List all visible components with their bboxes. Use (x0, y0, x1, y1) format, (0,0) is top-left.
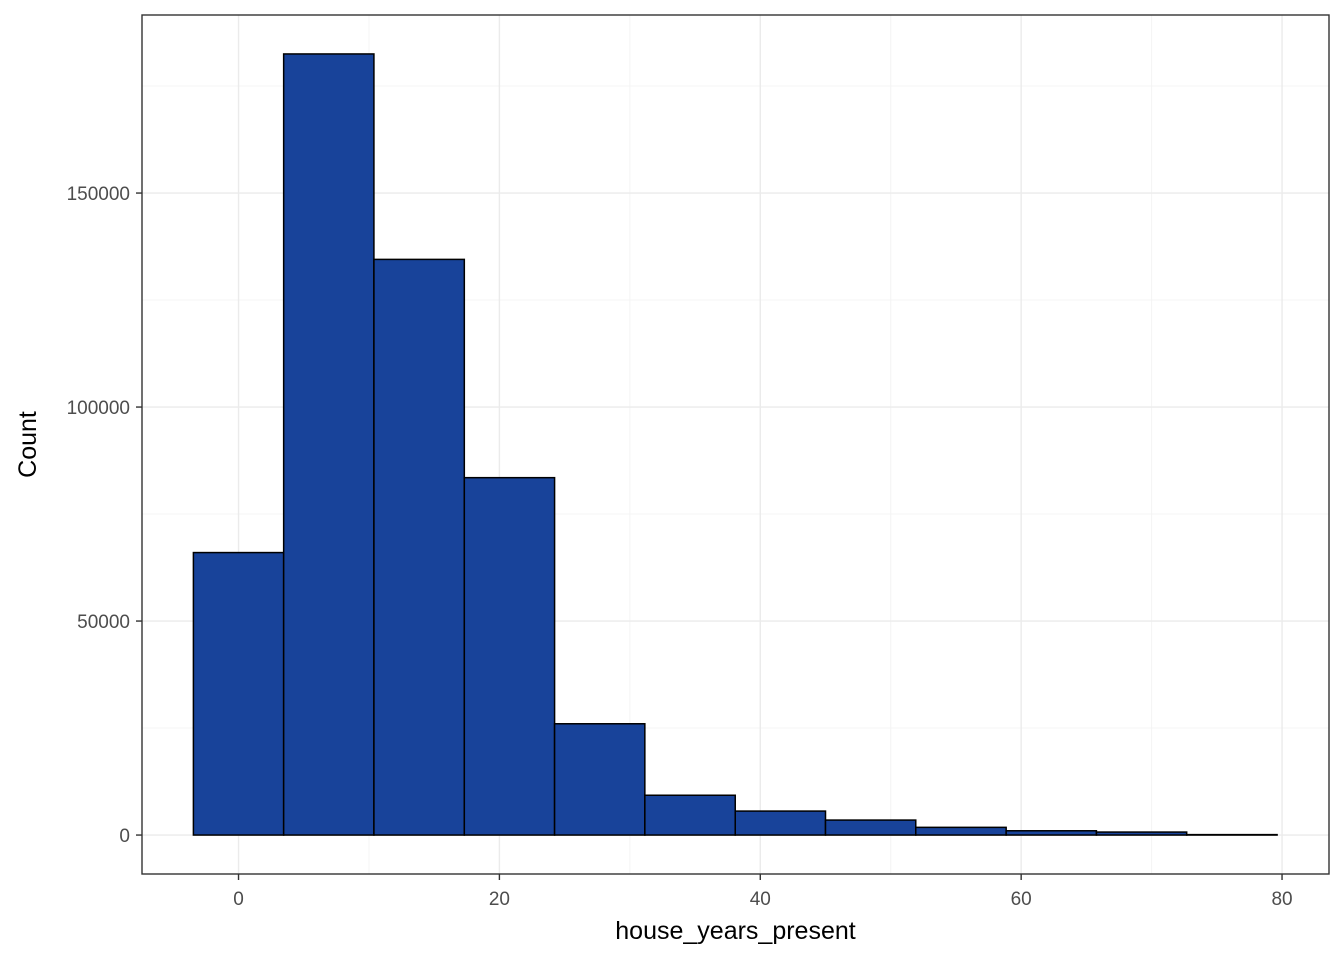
x-axis-title: house_years_present (615, 917, 855, 945)
y-tick-label: 150000 (67, 184, 130, 205)
x-tick-label: 60 (1011, 889, 1032, 910)
y-tick-label: 100000 (67, 398, 130, 419)
x-tick-label: 80 (1271, 889, 1292, 910)
y-axis-title: Count (14, 411, 42, 478)
histogram-bar-10 (1005, 830, 1098, 836)
x-tick-label: 20 (489, 889, 510, 910)
histogram-bar-9 (915, 826, 1007, 836)
histogram-bar-7 (734, 810, 827, 836)
histogram-bar-2 (282, 53, 375, 836)
histogram-bar-5 (553, 723, 646, 836)
x-tick-label: 40 (750, 889, 771, 910)
histogram-bar-1 (192, 551, 285, 836)
histogram-bar-11 (1095, 831, 1188, 836)
histogram-bar-8 (824, 819, 917, 836)
histogram-bars (192, 53, 1278, 836)
histogram-bar-4 (463, 476, 556, 836)
y-axis: 0 50000 100000 150000 (67, 184, 142, 847)
x-tick-label: 0 (233, 889, 244, 910)
y-tick-label: 50000 (77, 612, 130, 633)
x-axis: 0 20 40 60 80 (233, 874, 1293, 910)
panel-border (141, 14, 1330, 875)
histogram-bar-6 (644, 794, 736, 836)
histogram-bar-3 (373, 258, 466, 836)
y-tick-label: 0 (119, 826, 130, 847)
